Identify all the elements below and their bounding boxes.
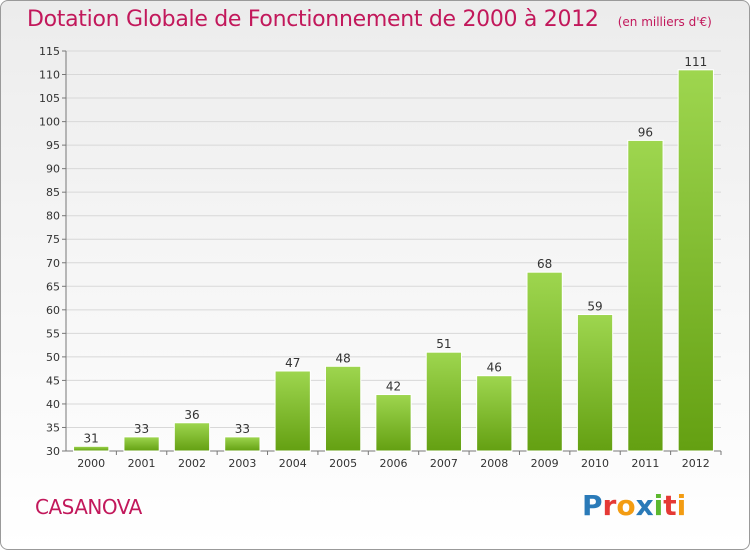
- data-label-2011: 96: [638, 125, 653, 139]
- x-tick-label-2005: 2005: [329, 457, 357, 470]
- y-tick-label: 30: [46, 445, 60, 458]
- y-tick-label: 80: [46, 210, 60, 223]
- x-tick-label-2003: 2003: [228, 457, 256, 470]
- bar-2009: [526, 271, 563, 452]
- data-label-2006: 42: [386, 380, 401, 394]
- title-row: Dotation Globale de Fonctionnement de 20…: [27, 7, 712, 32]
- data-label-2000: 31: [84, 431, 99, 445]
- bar-2005: [324, 365, 362, 452]
- data-label-2007: 51: [436, 337, 451, 351]
- data-label-2003: 33: [235, 422, 250, 436]
- x-tick-label-2006: 2006: [380, 457, 408, 470]
- bar-2002: [173, 422, 211, 452]
- y-tick-label: 115: [39, 45, 60, 58]
- chart-title: Dotation Globale de Fonctionnement de 20…: [27, 7, 599, 32]
- bar-2006: [375, 394, 412, 452]
- x-tick-label-2010: 2010: [581, 457, 609, 470]
- data-label-2001: 33: [134, 422, 149, 436]
- commune-name: CASANOVA: [35, 495, 142, 519]
- x-tick-label-2001: 2001: [128, 457, 156, 470]
- logo-letter: i: [653, 489, 664, 522]
- bar-2000: [73, 445, 110, 452]
- logo-letter: P: [582, 489, 603, 522]
- bar-2010: [576, 314, 614, 452]
- y-tick-label: 75: [46, 233, 60, 246]
- y-tick-label: 50: [46, 351, 60, 364]
- bar-2004: [274, 370, 311, 452]
- logo-letter: r: [602, 489, 617, 522]
- logo-letter: t: [663, 489, 677, 522]
- y-tick-label: 105: [39, 92, 60, 105]
- data-label-2010: 59: [587, 300, 602, 314]
- data-label-2005: 48: [335, 351, 350, 365]
- bar-2008: [476, 375, 513, 452]
- data-label-2004: 47: [285, 356, 300, 370]
- y-tick-label: 95: [46, 139, 60, 152]
- x-tick-label-2000: 2000: [77, 457, 105, 470]
- bar-2011: [627, 139, 664, 452]
- x-tick-label-2002: 2002: [178, 457, 206, 470]
- proxiti-logo: Proxiti: [582, 489, 686, 522]
- y-tick-label: 90: [46, 163, 60, 176]
- y-tick-label: 65: [46, 280, 60, 293]
- x-tick-label-2009: 2009: [531, 457, 559, 470]
- bar-2007: [425, 351, 463, 452]
- y-tick-label: 100: [39, 116, 60, 129]
- chart-subtitle: (en milliers d'€): [617, 15, 712, 29]
- x-tick-label-2007: 2007: [430, 457, 458, 470]
- logo-letter: x: [635, 489, 654, 522]
- y-tick-label: 40: [46, 398, 60, 411]
- data-label-2008: 46: [487, 361, 502, 375]
- logo-letter: o: [616, 489, 636, 522]
- x-tick-label-2012: 2012: [682, 457, 710, 470]
- y-tick-label: 45: [46, 374, 60, 387]
- bar-2003: [224, 436, 261, 452]
- data-label-2002: 36: [184, 408, 199, 422]
- y-tick-label: 55: [46, 327, 60, 340]
- y-tick-label: 110: [39, 69, 60, 82]
- bar-2001: [123, 436, 160, 452]
- logo-letter: i: [676, 489, 687, 522]
- y-tick-label: 60: [46, 304, 60, 317]
- x-tick-label-2008: 2008: [480, 457, 508, 470]
- bar-2012: [677, 69, 714, 452]
- data-label-2009: 68: [537, 257, 552, 271]
- y-tick-label: 70: [46, 257, 60, 270]
- y-tick-label: 35: [46, 421, 60, 434]
- x-tick-label-2011: 2011: [631, 457, 659, 470]
- data-label-2012: 111: [684, 55, 707, 69]
- y-tick-label: 85: [46, 186, 60, 199]
- x-tick-label-2004: 2004: [279, 457, 307, 470]
